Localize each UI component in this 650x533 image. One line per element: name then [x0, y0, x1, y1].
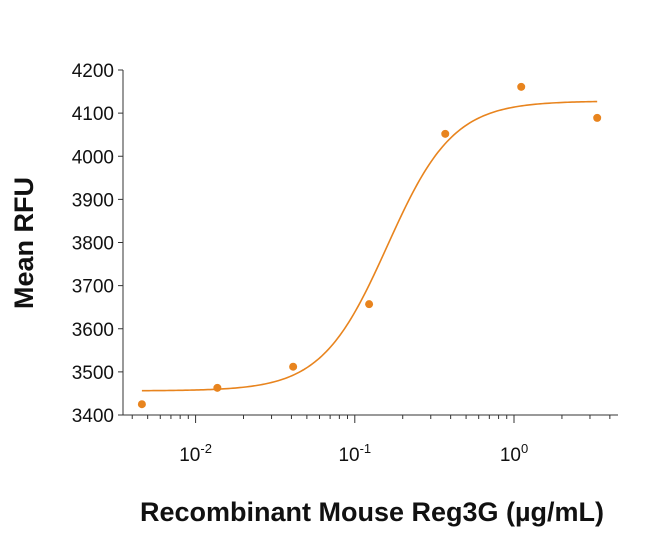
x-tick-label: 100 [500, 441, 528, 466]
y-ticks: 3400 3500 3600 3700 3800 3900 4000 4100 4200 [72, 61, 123, 427]
x-tick-base: 10 [179, 445, 200, 466]
y-tick-label: 3600 [72, 320, 114, 341]
y-tick-label: 3500 [72, 363, 114, 384]
data-points [137, 82, 602, 409]
x-tick-base: 10 [338, 445, 359, 466]
y-tick-label: 4200 [72, 61, 114, 82]
x-tick-label: 10-1 [338, 441, 371, 466]
data-point [593, 113, 602, 122]
y-tick-label: 3900 [72, 190, 114, 211]
data-point [213, 383, 222, 392]
x-tick-exponent: -2 [200, 441, 212, 456]
axes [122, 70, 618, 416]
y-tick-label: 3800 [72, 234, 114, 255]
fit-curve [141, 100, 598, 392]
x-tick-exponent: -1 [360, 441, 372, 456]
data-point [289, 362, 298, 371]
data-point [517, 82, 526, 91]
data-point [137, 400, 146, 409]
y-axis-title: Mean RFU [9, 177, 39, 309]
x-ticks: 10-2 10-1 100 [131, 415, 611, 466]
data-point [365, 300, 374, 309]
data-point [441, 129, 450, 138]
x-tick-label: 10-2 [179, 441, 212, 466]
y-tick-label: 3400 [72, 406, 114, 427]
x-axis-title: Recombinant Mouse Reg3G (µg/mL) [140, 497, 604, 527]
y-tick-label: 3700 [72, 277, 114, 298]
y-tick-label: 4000 [72, 147, 114, 168]
y-tick-label: 4100 [72, 104, 114, 125]
x-tick-base: 10 [500, 445, 521, 466]
x-tick-exponent: 0 [521, 441, 528, 456]
